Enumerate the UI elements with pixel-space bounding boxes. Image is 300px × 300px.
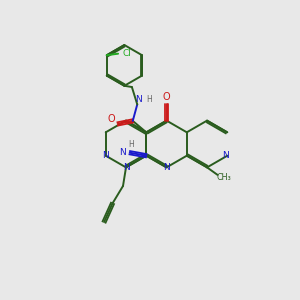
Text: N: N — [163, 163, 170, 172]
Text: H: H — [128, 140, 134, 149]
Text: N: N — [123, 163, 129, 172]
Text: N: N — [222, 151, 229, 160]
Text: O: O — [108, 113, 116, 124]
Text: N: N — [102, 151, 109, 160]
Text: O: O — [163, 92, 170, 103]
Text: CH₃: CH₃ — [217, 173, 232, 182]
Text: Cl: Cl — [122, 49, 131, 58]
Text: H: H — [146, 95, 152, 104]
Text: N: N — [119, 148, 126, 157]
Text: N: N — [135, 95, 142, 104]
